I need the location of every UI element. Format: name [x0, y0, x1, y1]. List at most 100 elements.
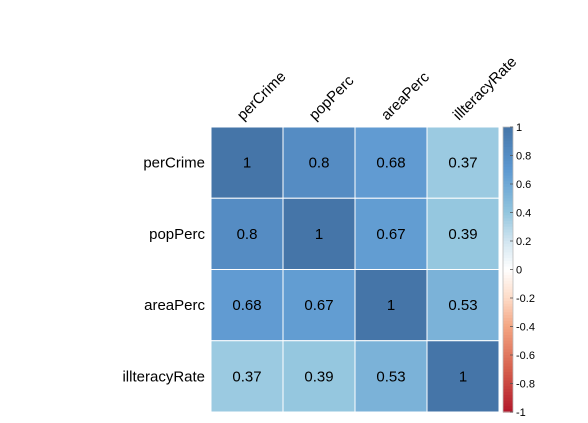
colorbar-segment: [503, 298, 513, 302]
colorbar-segment: [503, 309, 513, 313]
column-label: areaPerc: [378, 68, 433, 123]
cell-value-label: 1: [315, 226, 323, 243]
heatmap-cell: [282, 126, 356, 199]
colorbar-tick-label: -0.4: [516, 322, 535, 334]
colorbar-segment: [503, 235, 513, 239]
cell-value-label: 0.8: [237, 226, 258, 243]
colorbar-segment: [503, 280, 513, 285]
colorbar-segment: [503, 206, 513, 211]
heatmap-cell-values: 1 0.8 0.68 0.37 0.8 1 0.67 0.39 0.68 0.67 1 0.53 0.3…: [232, 155, 477, 386]
heatmap-cell: [210, 126, 284, 199]
column-label: illteracyRate: [450, 53, 520, 123]
colorbar-segment: [503, 252, 513, 256]
colorbar-segment: [503, 374, 513, 379]
colorbar-segment: [503, 218, 513, 222]
colorbar-segment: [503, 169, 513, 174]
colorbar-segment: [503, 263, 513, 268]
colorbar-tick-label: -0.6: [516, 350, 535, 362]
heatmap-cell: [354, 126, 428, 199]
cell-value-label: 1: [243, 155, 251, 172]
colorbar-segment: [503, 272, 513, 276]
column-label: perCrime: [234, 68, 290, 124]
colorbar-segment: [503, 221, 513, 225]
row-labels: perCrime popPerc areaPerc illteracyRate: [122, 155, 205, 386]
colorbar-segment: [503, 372, 513, 376]
colorbar-segment: [503, 394, 513, 399]
colorbar-segment: [503, 198, 513, 202]
colorbar-segment: [503, 369, 513, 373]
cell-value-label: 0.53: [376, 368, 405, 385]
colorbar-segment: [503, 363, 513, 367]
heatmap-cell: [210, 340, 284, 413]
colorbar-segment: [503, 226, 513, 231]
heatmap-cell: [426, 269, 500, 342]
colorbar-tick-label: -0.2: [516, 293, 535, 305]
colorbar-segment: [503, 400, 513, 405]
colorbar: 1 0.8 0.6 0.4 0.2 0 -0.2 -0.4 -0.6 -0.8 -1: [502, 122, 535, 419]
colorbar-segment: [503, 152, 513, 157]
colorbar-tick-label: -1: [516, 407, 526, 419]
colorbar-segment: [503, 149, 513, 154]
colorbar-segment: [503, 355, 513, 359]
heatmap-cells: [210, 126, 500, 413]
cell-value-label: 0.8: [309, 155, 330, 172]
colorbar-segment: [503, 303, 513, 308]
colorbar-segment: [503, 138, 513, 142]
colorbar-segment: [503, 229, 513, 234]
colorbar-segment: [503, 127, 513, 131]
colorbar-segment: [503, 349, 513, 353]
heatmap-cell: [282, 340, 356, 413]
colorbar-segment: [503, 241, 513, 245]
colorbar-segment: [503, 397, 513, 402]
column-label: popPerc: [306, 72, 358, 124]
colorbar-segment: [503, 357, 513, 362]
colorbar-segment: [503, 377, 513, 382]
heatmap-cell: [282, 269, 356, 342]
colorbar-segment: [503, 278, 513, 282]
colorbar-segment: [503, 340, 513, 345]
colorbar-segment: [503, 132, 513, 137]
colorbar-segment: [503, 189, 513, 194]
colorbar-tick-label: 0.4: [516, 208, 531, 220]
colorbar-segment: [503, 392, 513, 396]
cell-value-label: 0.53: [448, 297, 477, 314]
colorbar-segment: [503, 164, 513, 168]
colorbar-segment: [503, 409, 513, 413]
colorbar-segment: [503, 184, 513, 188]
colorbar-segment: [503, 315, 513, 319]
colorbar-segment: [503, 366, 513, 370]
colorbar-segment: [503, 135, 513, 139]
colorbar-segment: [503, 346, 513, 350]
colorbar-segment: [503, 335, 513, 339]
colorbar-segment: [503, 258, 513, 262]
colorbar-segment: [503, 292, 513, 296]
colorbar-segment: [503, 158, 513, 162]
colorbar-segment: [503, 175, 513, 179]
colorbar-segment: [503, 238, 513, 242]
colorbar-segment: [503, 352, 513, 356]
colorbar-segment: [503, 255, 513, 259]
colorbar-segment: [503, 317, 513, 322]
colorbar-segment: [503, 209, 513, 214]
colorbar-segment: [503, 337, 513, 342]
colorbar-segment: [503, 186, 513, 191]
cell-value-label: 0.39: [448, 226, 477, 243]
row-label: popPerc: [149, 226, 205, 243]
colorbar-segment: [503, 289, 513, 293]
colorbar-segment: [503, 343, 513, 348]
colorbar-segment: [503, 266, 513, 271]
colorbar-segment: [503, 360, 513, 365]
colorbar-segment: [503, 326, 513, 330]
colorbar-segment: [503, 332, 513, 336]
cell-value-label: 1: [459, 368, 467, 385]
cell-value-label: 0.68: [232, 297, 261, 314]
colorbar-segment: [503, 161, 513, 165]
colorbar-segment: [503, 203, 513, 208]
colorbar-segment: [503, 232, 513, 236]
colorbar-segment: [503, 295, 513, 299]
colorbar-segment: [503, 386, 513, 390]
column-labels: perCrime popPerc areaPerc illteracyRate: [234, 53, 520, 123]
colorbar-tick-label: 1: [516, 122, 522, 134]
